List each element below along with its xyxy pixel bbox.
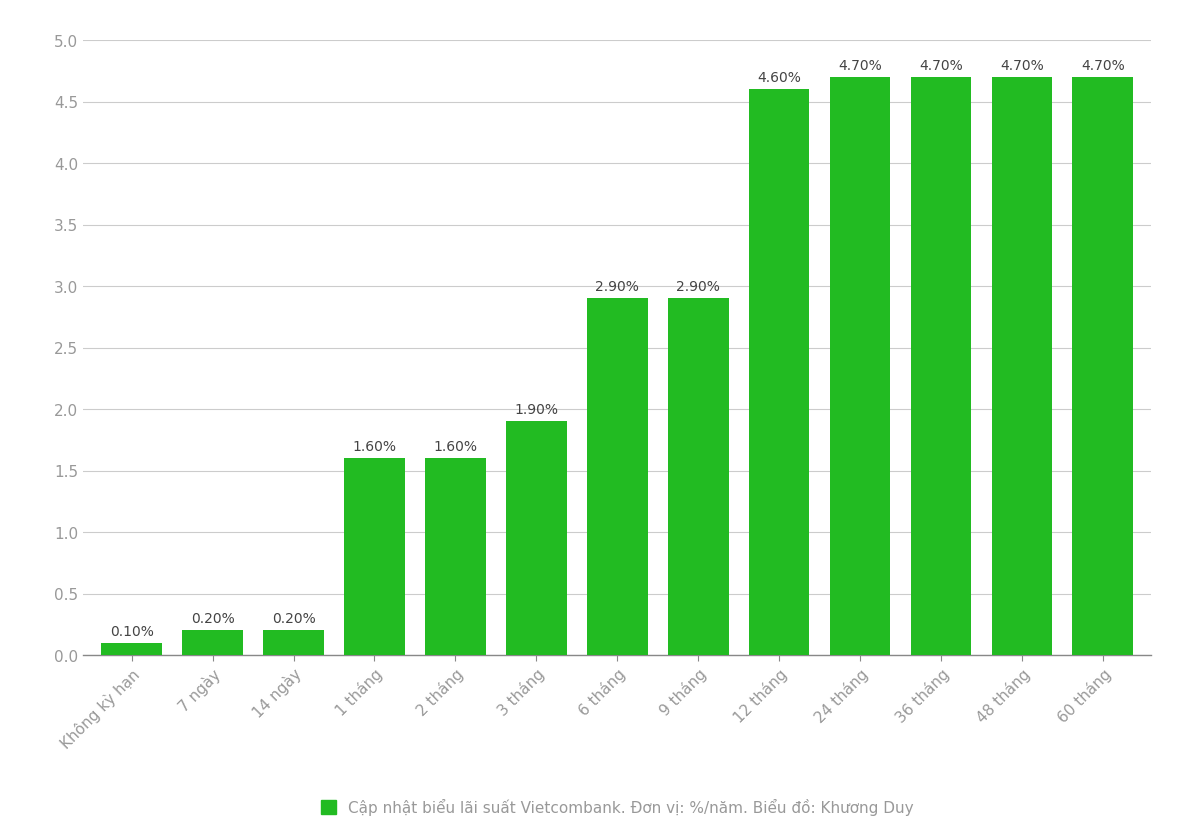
Text: 2.90%: 2.90% [677, 280, 721, 294]
Bar [425, 459, 485, 655]
Bar [264, 631, 324, 655]
Bar [183, 631, 243, 655]
Text: 1.60%: 1.60% [353, 440, 396, 454]
Bar [749, 90, 810, 655]
Bar [586, 299, 648, 655]
Text: 0.10%: 0.10% [109, 624, 153, 638]
Text: 0.20%: 0.20% [272, 612, 316, 626]
Bar [506, 422, 566, 655]
Bar [101, 643, 161, 655]
Bar [1073, 78, 1134, 655]
Bar [344, 459, 405, 655]
Text: 1.60%: 1.60% [433, 440, 477, 454]
Bar [991, 78, 1052, 655]
Text: 2.90%: 2.90% [596, 280, 639, 294]
Text: 4.70%: 4.70% [999, 59, 1043, 73]
Text: 0.20%: 0.20% [191, 612, 235, 626]
Bar [668, 299, 729, 655]
Text: 4.70%: 4.70% [1081, 59, 1125, 73]
Text: 1.90%: 1.90% [514, 403, 558, 417]
Bar [910, 78, 971, 655]
Legend: Cập nhật biểu lãi suất Vietcombank. Đơn vị: %/năm. Biểu đồ: Khương Duy: Cập nhật biểu lãi suất Vietcombank. Đơn … [320, 798, 914, 815]
Bar [830, 78, 890, 655]
Text: 4.70%: 4.70% [838, 59, 882, 73]
Text: 4.70%: 4.70% [919, 59, 963, 73]
Text: 4.60%: 4.60% [757, 71, 801, 85]
